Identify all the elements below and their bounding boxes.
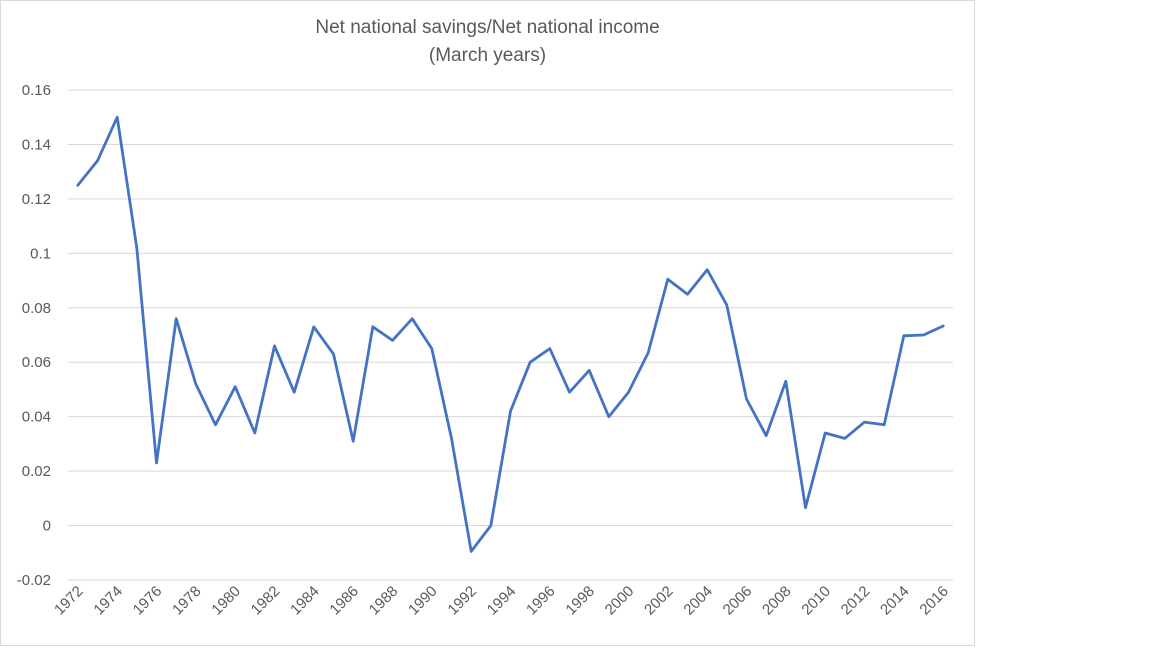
x-tick-label: 1992 [444,583,480,619]
chart-frame [0,0,975,646]
y-axis-tick-labels: 0.16 0.14 0.12 0.1 0.08 0.06 0.04 0.02 0 -0.02 [17,82,51,589]
x-tick-label: 2004 [680,583,716,619]
y-tick-label: 0.16 [22,82,51,99]
y-tick-label: 0.1 [30,245,51,262]
x-tick-label: 1990 [405,583,441,619]
y-tick-label: 0 [43,518,51,535]
x-tick-label: 2014 [877,583,913,619]
y-tick-label: 0.12 [22,191,51,208]
x-tick-label: 1972 [51,583,87,619]
x-tick-label: 1982 [248,583,284,619]
chart-title-main: Net national savings/Net national income [315,17,660,38]
y-tick-label: 0.08 [22,300,51,317]
x-tick-label: 2002 [641,583,677,619]
x-tick-label: 1976 [130,583,166,619]
x-tick-label: 1978 [169,583,205,619]
x-axis-tick-labels: 1972 1974 1976 1978 1980 1982 1984 1986 1988 1990… [51,583,952,619]
x-tick-label: 2012 [838,583,874,619]
x-tick-label: 1974 [90,583,126,619]
x-tick-label: 2010 [798,583,834,619]
x-tick-label: 1996 [523,583,559,619]
x-tick-label: 1994 [484,583,520,619]
x-tick-label: 1984 [287,583,323,619]
gridlines [68,89,953,581]
y-tick-label: 0.14 [22,136,51,153]
x-tick-label: 2008 [759,583,795,619]
x-tick-label: 1998 [562,583,598,619]
x-tick-label: 1980 [208,583,244,619]
x-tick-label: 2016 [916,583,952,619]
x-tick-label: 1986 [326,583,362,619]
y-tick-label: -0.02 [17,572,51,589]
data-series-line [76,115,945,553]
chart-subtitle: (March years) [428,45,547,66]
x-tick-label: 2000 [602,583,638,619]
x-tick-label: 2006 [720,583,756,619]
chart-title: Net national savings/Net national income… [0,14,975,70]
x-tick-label: 1988 [366,583,402,619]
y-tick-label: 0.04 [22,409,51,426]
y-tick-label: 0.06 [22,354,51,371]
y-tick-label: 0.02 [22,463,51,480]
